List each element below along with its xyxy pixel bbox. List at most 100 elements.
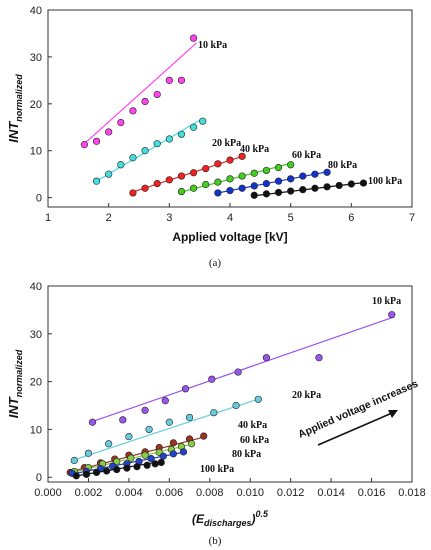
series-label: 20 kPa bbox=[212, 138, 241, 149]
data-point bbox=[177, 187, 186, 196]
series-80-kpa: 80 kPa bbox=[214, 160, 357, 197]
series-label: 100 kPa bbox=[368, 176, 402, 187]
y-tick-label: 30 bbox=[30, 52, 42, 64]
data-point bbox=[145, 425, 153, 434]
data-point bbox=[250, 182, 258, 190]
data-point bbox=[254, 395, 262, 403]
data-point bbox=[105, 440, 113, 448]
data-point bbox=[323, 168, 331, 176]
x-tick-label: 6 bbox=[348, 212, 354, 224]
data-point bbox=[113, 465, 121, 474]
data-point bbox=[127, 454, 135, 462]
data-point bbox=[129, 154, 137, 162]
data-point bbox=[190, 123, 198, 131]
series-20-kpa: 20 kPa bbox=[92, 117, 241, 185]
data-point bbox=[125, 432, 133, 441]
data-point bbox=[129, 189, 137, 197]
data-point bbox=[161, 397, 169, 405]
x-tick-label: 0.008 bbox=[196, 487, 224, 499]
data-point bbox=[214, 178, 222, 186]
data-point bbox=[214, 189, 222, 197]
x-tick-label: 0.018 bbox=[398, 487, 426, 499]
data-point bbox=[103, 467, 111, 475]
data-point bbox=[141, 184, 149, 192]
data-point bbox=[250, 169, 258, 177]
data-point bbox=[262, 190, 271, 198]
fit-line bbox=[217, 171, 328, 194]
data-point bbox=[234, 368, 242, 376]
data-point bbox=[151, 460, 159, 468]
annotation-text: Applied voltage increases bbox=[296, 378, 420, 441]
figure-caption: (a) bbox=[209, 257, 222, 269]
data-point bbox=[143, 461, 151, 469]
data-point bbox=[185, 413, 194, 422]
series-label: 100 kPa bbox=[200, 464, 234, 475]
data-point bbox=[202, 164, 210, 173]
x-tick-label: 0.000 bbox=[34, 487, 62, 499]
data-point bbox=[165, 176, 173, 184]
x-tick-label: 0.016 bbox=[358, 487, 386, 499]
series-label: 80 kPa bbox=[232, 449, 261, 460]
series-label: 80 kPa bbox=[328, 160, 357, 171]
annotation-arrow-shaft bbox=[317, 412, 393, 446]
data-point bbox=[129, 107, 137, 115]
data-point bbox=[70, 456, 78, 465]
data-point bbox=[287, 175, 295, 183]
x-tick-label: 4 bbox=[227, 212, 233, 224]
series-label: 40 kPa bbox=[240, 144, 269, 155]
data-point bbox=[177, 172, 186, 180]
fit-line bbox=[181, 162, 291, 193]
fit-line bbox=[129, 154, 246, 194]
x-tick-label: 2 bbox=[106, 212, 112, 224]
data-point bbox=[105, 170, 113, 178]
data-point bbox=[117, 161, 125, 169]
y-tick-label: 30 bbox=[30, 329, 42, 341]
data-point bbox=[299, 186, 307, 194]
data-point bbox=[238, 152, 246, 160]
data-point bbox=[169, 450, 177, 458]
data-point bbox=[123, 464, 131, 472]
data-point bbox=[323, 183, 331, 191]
data-point bbox=[169, 439, 177, 447]
data-point bbox=[208, 375, 216, 383]
series-40-kpa: 40 kPa bbox=[66, 420, 267, 477]
fit-line bbox=[72, 397, 261, 462]
x-tick-label: 3 bbox=[166, 212, 172, 224]
data-point bbox=[335, 181, 343, 190]
x-tick-label: 0.006 bbox=[156, 487, 184, 499]
data-point bbox=[105, 128, 113, 136]
data-point bbox=[147, 454, 155, 463]
y-tick-label: 0 bbox=[36, 193, 42, 205]
data-point bbox=[179, 448, 188, 456]
data-point bbox=[153, 90, 161, 99]
series-label: 10 kPa bbox=[198, 40, 227, 51]
data-point bbox=[133, 463, 141, 471]
series-100-kpa: 100 kPa bbox=[250, 176, 402, 199]
data-point bbox=[250, 191, 258, 199]
x-tick-label: 0.010 bbox=[236, 487, 264, 499]
data-point bbox=[214, 160, 222, 168]
data-point bbox=[92, 137, 101, 145]
x-tick-label: 1 bbox=[45, 212, 51, 224]
y-tick-label: 20 bbox=[30, 99, 42, 111]
data-point bbox=[117, 118, 125, 127]
data-point bbox=[311, 170, 319, 178]
data-point bbox=[92, 468, 101, 477]
data-point bbox=[157, 458, 165, 467]
data-point bbox=[177, 76, 186, 84]
data-point bbox=[92, 177, 101, 185]
data-point bbox=[153, 179, 161, 188]
series-20-kpa: 20 kPa bbox=[70, 390, 321, 465]
data-point bbox=[200, 432, 208, 440]
series-label: 60 kPa bbox=[240, 435, 269, 446]
plot-frame bbox=[47, 285, 413, 483]
data-point bbox=[274, 177, 283, 185]
x-tick-label: 0.014 bbox=[317, 487, 345, 499]
data-point bbox=[177, 130, 186, 138]
x-axis-label: (Edischarges)0.5 bbox=[192, 509, 269, 528]
data-point bbox=[165, 135, 173, 143]
fit-line bbox=[83, 42, 198, 145]
series-10-kpa: 10 kPa bbox=[80, 34, 227, 149]
data-point bbox=[153, 140, 161, 148]
x-tick-label: 0.004 bbox=[115, 487, 143, 499]
